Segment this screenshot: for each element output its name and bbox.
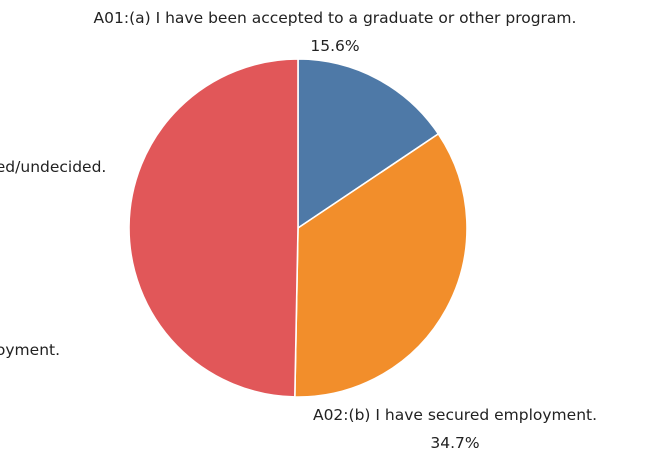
pie-slice-2: [293, 132, 468, 398]
pie-slice-1: [297, 58, 440, 230]
slice-value-1: 15.6%: [310, 37, 359, 55]
pie-slice-4: [128, 58, 299, 398]
slice-labels: A01:(a) I have been accepted to a gradua…: [0, 9, 597, 452]
slice-label-3: A03:(c) I am still seeking employment.: [0, 341, 60, 359]
slice-value-2: 34.7%: [430, 434, 479, 452]
slice-label-1: A01:(a) I have been accepted to a gradua…: [94, 9, 577, 27]
slice-label-4: A04:(d) My plans are unformed/undecided.: [0, 158, 106, 176]
pie-slices: [128, 58, 468, 398]
slice-label-2: A02:(b) I have secured employment.: [313, 406, 597, 424]
